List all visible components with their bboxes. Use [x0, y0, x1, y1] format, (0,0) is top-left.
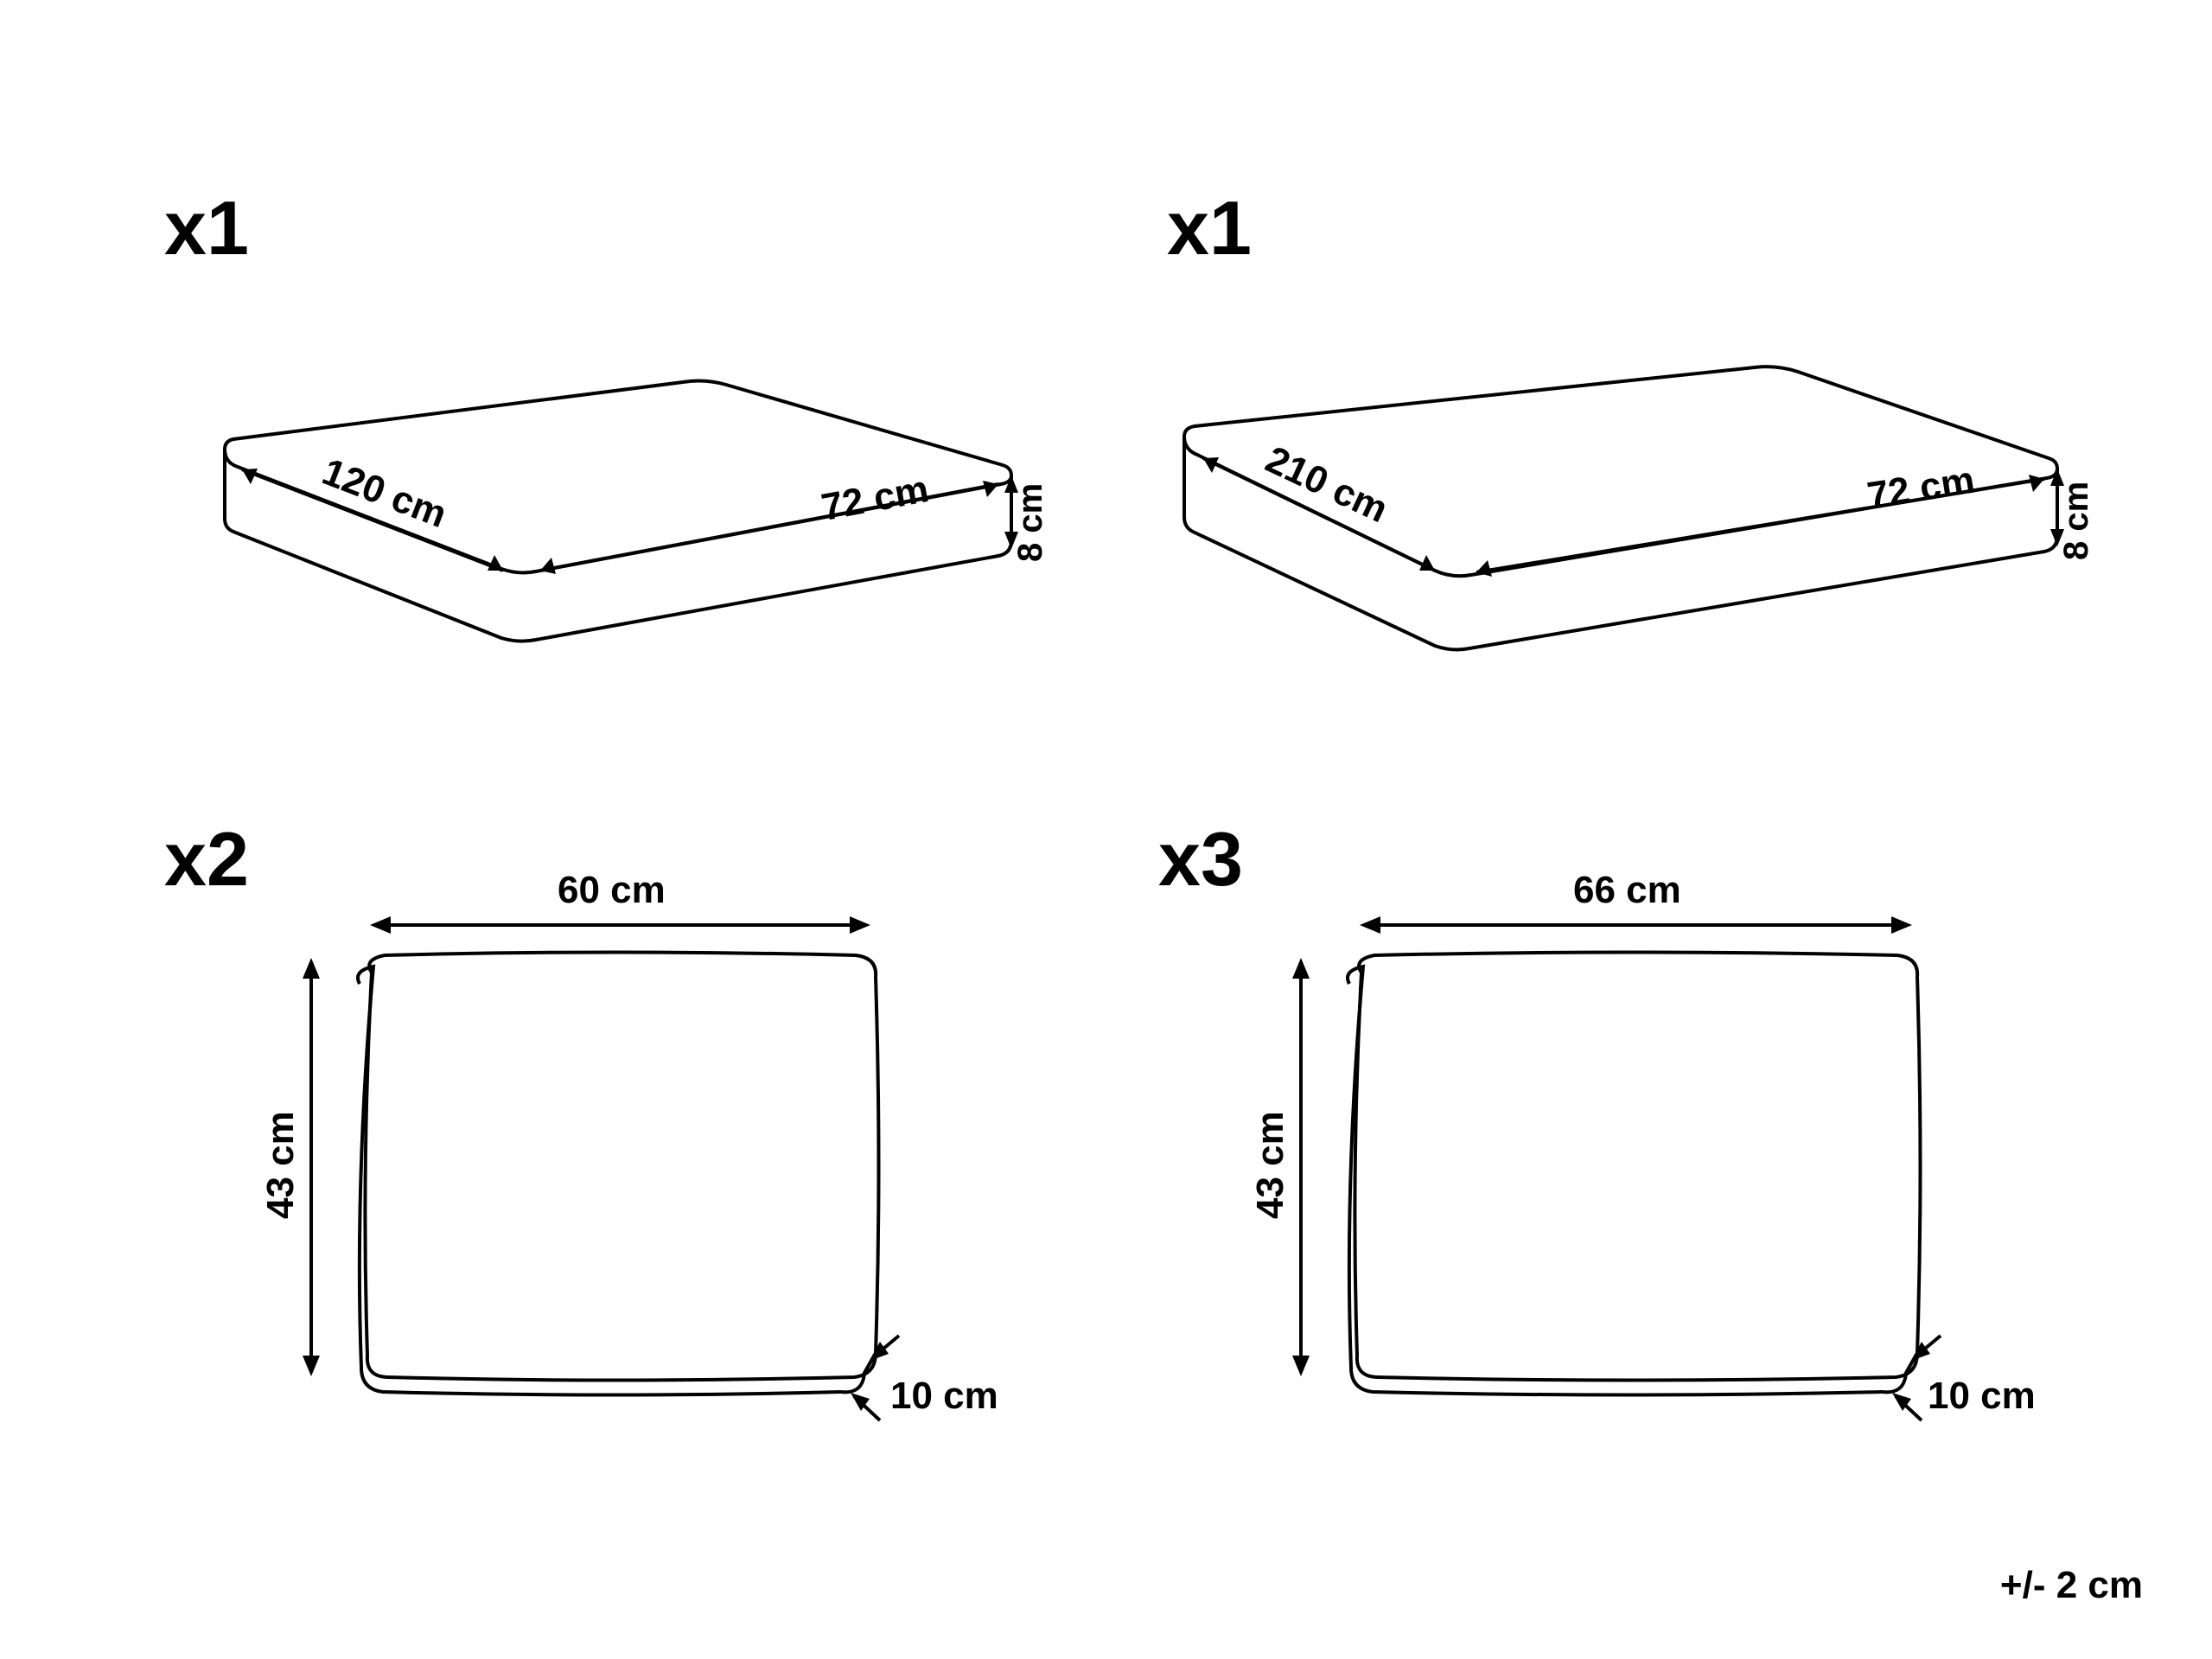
height-dim: 8 cm [2057, 482, 2096, 560]
pad-3d-shape [1150, 190, 2100, 674]
panel-top-left: x1 120 cm 72 cm 8 cm [147, 190, 1063, 674]
panel-bottom-left: x2 60 cm 43 cm 10 cm [147, 821, 1063, 1496]
height-dim: 43 cm [1249, 1111, 1292, 1219]
height-dim: 8 cm [1011, 483, 1050, 562]
panel-bottom-right: x3 66 cm 43 cm 10 cm [1150, 821, 2100, 1496]
panel-top-right: x1 210 cm 72 cm 8 cm [1150, 190, 2100, 674]
thickness-dim: 10 cm [1928, 1375, 2036, 1418]
width-dim: 66 cm [1573, 869, 1681, 912]
width-dim: 60 cm [558, 869, 666, 912]
pad-3d-shape [147, 190, 1063, 674]
height-dim: 43 cm [259, 1111, 303, 1219]
tolerance-note: +/- 2 cm [2000, 1564, 2143, 1607]
thickness-dim: 10 cm [890, 1375, 998, 1418]
